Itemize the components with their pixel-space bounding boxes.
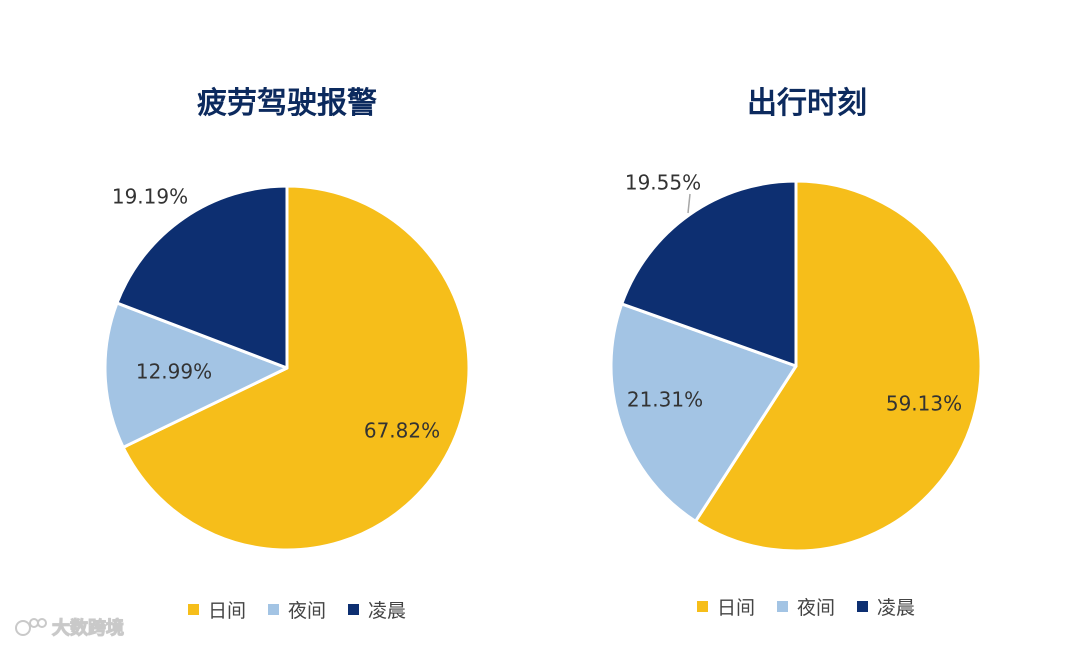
legend-swatch-night	[777, 601, 789, 612]
pie-slice-day	[694, 179, 983, 553]
legend-label-dawn: 凌晨	[368, 600, 407, 622]
legend-label-night: 夜间	[797, 597, 836, 619]
data-label-night: 12.99%	[136, 360, 212, 384]
pie-slice-night	[103, 301, 289, 449]
legend-swatch-night	[268, 604, 280, 615]
legend-fatigue: 日间 夜间 凌晨	[188, 596, 428, 623]
chart-title-travel-time: 出行时刻	[747, 86, 867, 121]
legend-item-day: 日间	[697, 593, 755, 620]
legend-label-day: 日间	[717, 597, 756, 619]
legend-item-dawn: 凌晨	[857, 593, 915, 620]
data-label-day: 67.82%	[364, 419, 440, 443]
pie-slice-night	[609, 302, 798, 523]
legend-swatch-dawn	[348, 604, 360, 615]
data-label-night: 21.31%	[627, 388, 703, 412]
legend-swatch-day	[188, 604, 199, 615]
legend-item-day: 日间	[188, 596, 246, 623]
chart-title-fatigue: 疲劳驾驶报警	[197, 86, 377, 121]
data-label-dawn: 19.19%	[112, 185, 188, 209]
pie-slice-day	[121, 184, 471, 552]
legend-item-night: 夜间	[777, 593, 835, 620]
pie-chart-fatigue: 67.82% 12.99% 19.19%	[103, 184, 471, 552]
pie-slice-dawn	[115, 184, 289, 370]
watermark-text: 大数跨境	[52, 618, 125, 640]
pie-chart-travel-time: 59.13% 21.31% 19.55%	[609, 171, 983, 553]
legend-item-dawn: 凌晨	[348, 596, 406, 623]
watermark: 大数跨境	[14, 614, 125, 640]
pie-slice-dawn	[620, 179, 798, 368]
legend-item-night: 夜间	[268, 596, 326, 623]
data-label-day: 59.13%	[886, 392, 962, 416]
legend-swatch-dawn	[857, 601, 869, 612]
data-label-dawn: 19.55%	[625, 171, 701, 195]
legend-travel-time: 日间 夜间 凌晨	[697, 593, 937, 620]
watermark-logo-icon	[15, 618, 47, 636]
legend-label-night: 夜间	[288, 600, 327, 622]
legend-label-day: 日间	[208, 600, 247, 622]
legend-label-dawn: 凌晨	[877, 597, 916, 619]
legend-swatch-day	[697, 601, 708, 612]
leader-line-dawn	[687, 193, 691, 214]
